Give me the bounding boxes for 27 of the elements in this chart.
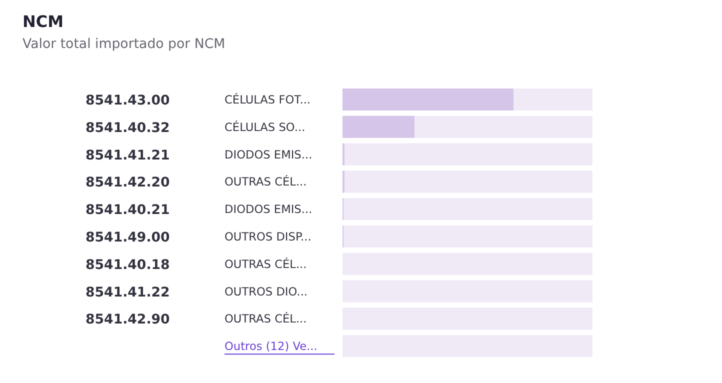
text: NCM bbox=[22, 12, 64, 31]
bar bbox=[342, 170, 592, 193]
y2-tick-label: OUTRAS CÉL... bbox=[224, 256, 307, 271]
y-tick-label: 8541.40.18 bbox=[86, 258, 170, 273]
y-tick-label: 8541.40.32 bbox=[86, 120, 170, 136]
y-tick-label: 8541.42.90 bbox=[86, 312, 170, 328]
y-tick-label: 8541.43.00 bbox=[86, 94, 170, 108]
bar bbox=[342, 226, 592, 248]
bar bbox=[342, 116, 414, 138]
y-tick-label: 8541.41.21 bbox=[86, 148, 170, 164]
y-tick-label: 8541.49.00 bbox=[86, 230, 170, 246]
bar bbox=[342, 88, 514, 110]
y2-tick-label: Outros (12) Ve... bbox=[224, 339, 318, 354]
y2-tick-label: CÉLULAS SO... bbox=[224, 120, 306, 134]
y-tick-label: 8541.40.21 bbox=[86, 203, 170, 218]
bar bbox=[342, 143, 592, 166]
y2-tick-label: OUTRAS CÉL... bbox=[224, 312, 307, 326]
y2-tick-label: DIODOS EMIS... bbox=[224, 202, 312, 216]
y-tick-label: 8541.41.22 bbox=[86, 285, 170, 300]
y2-tick-label: OUTRAS CÉL... bbox=[224, 174, 307, 189]
y-tick-label: 8541.42.20 bbox=[86, 176, 170, 191]
text: Valor total importado por NCM bbox=[22, 37, 226, 52]
y2-tick-label: OUTROS DISP... bbox=[224, 230, 312, 244]
y2-tick-label: DIODOS EMIS... bbox=[224, 147, 312, 162]
y2-tick-label: CÉLULAS FOT... bbox=[224, 92, 311, 106]
y2-tick-label: OUTROS DIO... bbox=[224, 284, 308, 298]
bar bbox=[342, 198, 592, 220]
